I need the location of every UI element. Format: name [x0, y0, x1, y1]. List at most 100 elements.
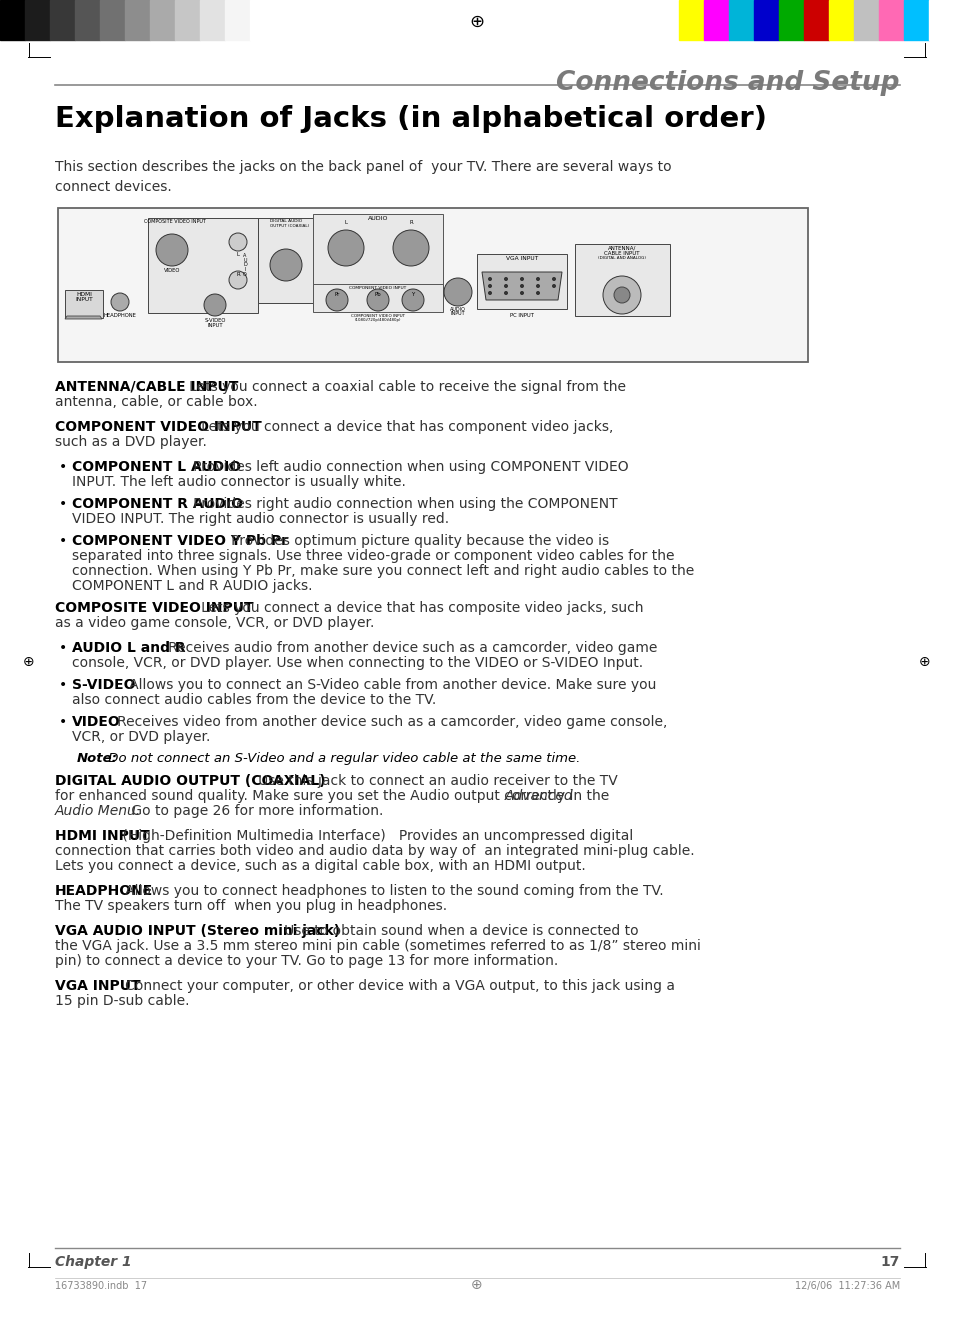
Text: CABLE INPUT: CABLE INPUT [603, 252, 639, 256]
Text: •: • [59, 678, 67, 692]
Text: Lets you connect a coaxial cable to receive the signal from the: Lets you connect a coaxial cable to rece… [175, 380, 625, 395]
Circle shape [328, 230, 364, 266]
Circle shape [488, 278, 491, 281]
Text: Note:: Note: [77, 752, 118, 765]
Text: Provides left audio connection when using COMPONENT VIDEO: Provides left audio connection when usin… [180, 459, 628, 474]
Text: Lets you connect a device that has component video jacks,: Lets you connect a device that has compo… [188, 420, 613, 434]
Text: VIDEO: VIDEO [71, 715, 121, 730]
Text: INPUT: INPUT [450, 311, 465, 316]
Text: ⊕: ⊕ [471, 1278, 482, 1292]
Bar [50, 0, 75, 40]
Text: R: R [409, 220, 413, 225]
Text: VGA INPUT: VGA INPUT [505, 256, 537, 261]
Text: ⊕: ⊕ [469, 13, 484, 30]
Text: connection that carries both video and audio data by way of  an integrated mini-: connection that carries both video and a… [55, 843, 694, 858]
Text: AUDIO: AUDIO [367, 216, 388, 221]
Text: COMPONENT VIDEO Y Pb Pr: COMPONENT VIDEO Y Pb Pr [71, 534, 288, 548]
Text: ⊕: ⊕ [23, 655, 34, 669]
Circle shape [488, 285, 491, 287]
Text: COMPONENT R AUDIO: COMPONENT R AUDIO [71, 496, 243, 511]
Text: The TV speakers turn off  when you plug in headphones.: The TV speakers turn off when you plug i… [55, 899, 447, 914]
Text: 15 pin D-sub cable.: 15 pin D-sub cable. [55, 994, 190, 1008]
Bar [25, 0, 50, 40]
Text: S-VIDEO: S-VIDEO [204, 318, 226, 323]
Text: Connections and Setup: Connections and Setup [556, 70, 899, 97]
Bar [100, 0, 125, 40]
Text: AUDIO: AUDIO [450, 307, 465, 312]
Text: COMPOSITE VIDEO INPUT: COMPOSITE VIDEO INPUT [144, 218, 206, 224]
Text: HEADPHONE: HEADPHONE [55, 884, 153, 898]
Text: This section describes the jacks on the back panel of  your TV. There are severa: This section describes the jacks on the … [55, 160, 671, 195]
Circle shape [367, 289, 389, 311]
Text: •: • [59, 641, 67, 655]
Text: DIGITAL AUDIO OUTPUT (COAXIAL): DIGITAL AUDIO OUTPUT (COAXIAL) [55, 775, 325, 788]
Text: Chapter 1: Chapter 1 [55, 1255, 132, 1268]
Text: ⁠Audio Menu⁠.: ⁠Audio Menu⁠. [55, 804, 141, 818]
Text: for enhanced sound quality. Make sure you set the Audio output correctly in the : for enhanced sound quality. Make sure yo… [55, 789, 613, 802]
Bar [250, 0, 274, 40]
Bar [803, 0, 828, 40]
Text: COMPONENT L AUDIO: COMPONENT L AUDIO [71, 459, 241, 474]
Text: L: L [236, 252, 239, 257]
Text: COMPONENT VIDEO INPUT: COMPONENT VIDEO INPUT [55, 420, 261, 434]
Bar [779, 0, 803, 40]
Text: 12/6/06  11:27:36 AM: 12/6/06 11:27:36 AM [794, 1282, 899, 1291]
Text: pin) to connect a device to your TV. Go to page 13 for more information.: pin) to connect a device to your TV. Go … [55, 955, 558, 968]
Circle shape [614, 287, 629, 303]
Text: R: R [236, 271, 239, 277]
Circle shape [488, 291, 491, 294]
Text: VIDEO: VIDEO [164, 267, 180, 273]
Bar [125, 0, 150, 40]
Circle shape [504, 291, 507, 294]
Text: (DIGITAL AND ANALOG): (DIGITAL AND ANALOG) [598, 256, 645, 260]
Text: Y: Y [411, 293, 415, 297]
Bar [257, 218, 313, 303]
Text: L: L [344, 220, 347, 225]
Bar [313, 285, 442, 312]
Circle shape [520, 285, 523, 287]
Bar [728, 0, 753, 40]
Text: the VGA jack. Use a 3.5 mm stereo mini pin cable (sometimes referred to as 1/8” : the VGA jack. Use a 3.5 mm stereo mini p… [55, 939, 700, 953]
Text: such as a DVD player.: such as a DVD player. [55, 436, 207, 449]
Text: Provides right audio connection when using the COMPONENT: Provides right audio connection when usi… [180, 496, 617, 511]
Text: •: • [59, 496, 67, 511]
Circle shape [520, 278, 523, 281]
Text: HEADPHONE: HEADPHONE [104, 312, 136, 318]
Text: VGA INPUT: VGA INPUT [55, 978, 140, 993]
Text: Do not connect an S-Video and a regular video cable at the same time.: Do not connect an S-Video and a regular … [105, 752, 580, 765]
Text: (1080i/720p/480i/480p): (1080i/720p/480i/480p) [355, 318, 401, 322]
Text: 17: 17 [880, 1255, 899, 1268]
Bar [679, 0, 703, 40]
Bar [200, 0, 225, 40]
Circle shape [602, 275, 640, 314]
Bar [575, 244, 669, 316]
Circle shape [393, 230, 429, 266]
Circle shape [552, 278, 555, 281]
Bar [878, 0, 903, 40]
Text: DIGITAL AUDIO: DIGITAL AUDIO [270, 218, 302, 222]
Text: VGA AUDIO INPUT (Stereo mini jack): VGA AUDIO INPUT (Stereo mini jack) [55, 924, 340, 937]
Circle shape [520, 291, 523, 294]
Bar [0, 0, 25, 40]
Polygon shape [65, 316, 102, 319]
Text: PC INPUT: PC INPUT [510, 312, 534, 318]
Text: Use to obtain sound when a device is connected to: Use to obtain sound when a device is con… [271, 924, 638, 937]
Circle shape [156, 234, 188, 266]
Text: INPUT. The left audio connector is usually white.: INPUT. The left audio connector is usual… [71, 475, 405, 489]
Circle shape [504, 278, 507, 281]
Text: ANTENNA/: ANTENNA/ [607, 246, 636, 252]
Text: Use this jack to connect an audio receiver to the TV: Use this jack to connect an audio receiv… [245, 775, 618, 788]
Circle shape [326, 289, 348, 311]
Text: Lets you connect a device that has composite video jacks, such: Lets you connect a device that has compo… [188, 601, 643, 616]
Text: •: • [59, 459, 67, 474]
Text: HDMI INPUT: HDMI INPUT [55, 829, 150, 843]
Circle shape [536, 285, 539, 287]
Text: •: • [59, 715, 67, 730]
Circle shape [401, 289, 423, 311]
Text: console, VCR, or DVD player. Use when connecting to the VIDEO or S-VIDEO Input.: console, VCR, or DVD player. Use when co… [71, 655, 642, 670]
Bar [476, 254, 566, 308]
Text: COMPONENT VIDEO INPUT: COMPONENT VIDEO INPUT [349, 286, 406, 290]
Text: separated into three signals. Use three video-grade or component video cables fo: separated into three signals. Use three … [71, 549, 674, 563]
Bar [225, 0, 250, 40]
Bar [148, 218, 257, 312]
